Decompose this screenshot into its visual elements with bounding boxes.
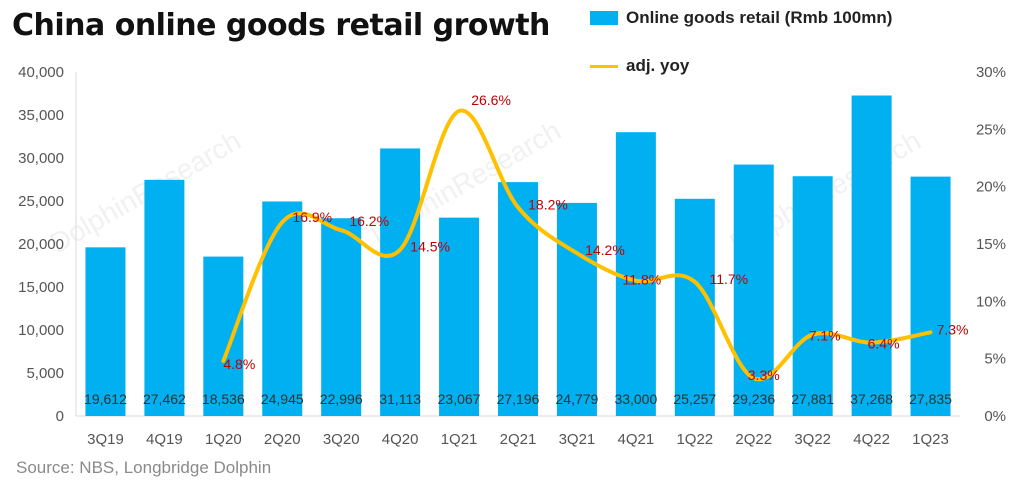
bar-data-labels: 19,612 27,462 18,536 24,945 22,996 31,113 23,0…	[84, 391, 952, 407]
bar	[498, 182, 538, 416]
bar	[733, 164, 774, 416]
y-right-axis-ticks: 0% 5% 10% 15% 20% 25% 30%	[976, 64, 1006, 425]
yoy-value-label: 16.9%	[292, 209, 332, 225]
x-tick-label: 1Q23	[912, 431, 949, 448]
bar-value-label: 27,462	[143, 391, 186, 407]
bar	[910, 176, 951, 416]
yoy-line-series	[221, 108, 933, 382]
bar-value-label: 23,067	[438, 391, 481, 407]
x-axis-ticks: 3Q19 4Q19 1Q20 2Q20 3Q20 4Q20 1Q21 2Q21 3Q21 4Q21…	[87, 431, 949, 448]
legend-item-bar: Online goods retail (Rmb 100mn)	[590, 8, 892, 28]
yoy-value-label: 16.2%	[349, 213, 389, 229]
y-right-tick-label: 30%	[976, 64, 1006, 81]
x-tick-label: 1Q21	[441, 431, 478, 448]
x-tick-label: 2Q21	[500, 431, 537, 448]
x-tick-label: 2Q20	[264, 431, 301, 448]
yoy-value-label: 11.7%	[709, 271, 748, 287]
bar-value-label: 33,000	[614, 391, 657, 407]
y-right-tick-label: 10%	[976, 293, 1006, 310]
bar-value-label: 37,268	[850, 391, 893, 407]
x-tick-label: 3Q22	[794, 431, 831, 448]
y-right-tick-label: 20%	[976, 179, 1006, 196]
yoy-value-label: 18.2%	[528, 196, 568, 212]
x-tick-label: 1Q22	[676, 431, 713, 448]
x-tick-label: 1Q20	[205, 431, 242, 448]
x-tick-label: 4Q22	[853, 431, 890, 448]
legend-label-bar: Online goods retail (Rmb 100mn)	[626, 8, 893, 27]
x-tick-label: 3Q20	[323, 431, 360, 448]
yoy-value-label: 7.3%	[937, 321, 969, 337]
bar-value-label: 27,835	[909, 391, 952, 407]
bar	[203, 256, 244, 416]
bar	[792, 176, 833, 416]
yoy-value-label: 14.5%	[410, 239, 450, 255]
bar-value-label: 25,257	[673, 391, 716, 407]
y-right-tick-label: 0%	[984, 408, 1006, 425]
yoy-value-label: 3.3%	[748, 367, 780, 383]
source-note: Source: NBS, Longbridge Dolphin	[16, 458, 272, 477]
legend-swatch-line	[590, 64, 618, 68]
bar	[851, 95, 892, 416]
legend-label-line: adj. yoy	[626, 56, 690, 75]
yoy-value-label: 14.2%	[585, 242, 625, 258]
bar-value-label: 29,236	[732, 391, 775, 407]
bar	[439, 217, 480, 416]
bar	[380, 148, 421, 416]
y-left-tick-label: 20,000	[18, 236, 64, 253]
y-left-tick-label: 35,000	[18, 107, 64, 124]
bar-value-label: 27,196	[497, 391, 540, 407]
yoy-value-label: 26.6%	[471, 92, 511, 108]
y-left-axis-ticks: 0 5,000 10,000 15,000 20,000 25,000 30,000 35,0…	[18, 64, 64, 425]
y-left-tick-label: 5,000	[26, 365, 64, 382]
bar	[85, 247, 126, 416]
bar-value-label: 18,536	[202, 391, 245, 407]
bar-value-label: 31,113	[379, 391, 421, 407]
yoy-value-label: 11.8%	[623, 272, 662, 288]
bar-series	[85, 95, 951, 416]
bar-value-label: 27,881	[791, 391, 834, 407]
x-tick-label: 4Q21	[618, 431, 655, 448]
bar-value-label: 24,779	[556, 391, 599, 407]
yoy-value-label: 7.1%	[809, 328, 841, 344]
x-tick-label: 3Q19	[87, 431, 124, 448]
bar	[556, 202, 597, 416]
bar	[615, 132, 656, 416]
yoy-line	[221, 108, 933, 382]
chart-title: China online goods retail growth	[12, 8, 550, 43]
bar	[321, 218, 362, 416]
yoy-data-labels: 4.8% 16.9% 16.2% 14.5% 26.6% 18.2% 14.2% 11.8% 1…	[223, 92, 968, 383]
bar	[144, 179, 185, 416]
bar-value-label: 19,612	[84, 391, 127, 407]
x-tick-label: 3Q21	[559, 431, 596, 448]
y-left-tick-label: 10,000	[18, 322, 64, 339]
y-right-tick-label: 25%	[976, 121, 1006, 138]
y-left-tick-label: 25,000	[18, 193, 64, 210]
yoy-value-label: 6.4%	[868, 336, 900, 352]
bar-value-label: 22,996	[320, 391, 363, 407]
x-tick-label: 2Q22	[735, 431, 772, 448]
yoy-value-label: 4.8%	[223, 356, 255, 372]
y-left-tick-label: 15,000	[18, 279, 64, 296]
y-right-tick-label: 5%	[984, 351, 1006, 368]
bar-value-label: 24,945	[261, 391, 304, 407]
bar	[674, 198, 715, 416]
y-left-tick-label: 0	[56, 408, 64, 425]
x-tick-label: 4Q20	[382, 431, 419, 448]
y-right-tick-label: 15%	[976, 236, 1006, 253]
y-left-tick-label: 30,000	[18, 150, 64, 167]
x-tick-label: 4Q19	[146, 431, 183, 448]
legend-item-line: adj. yoy	[590, 56, 689, 76]
y-left-tick-label: 40,000	[18, 64, 64, 81]
legend-swatch-bar	[590, 11, 618, 25]
bar	[262, 201, 303, 416]
